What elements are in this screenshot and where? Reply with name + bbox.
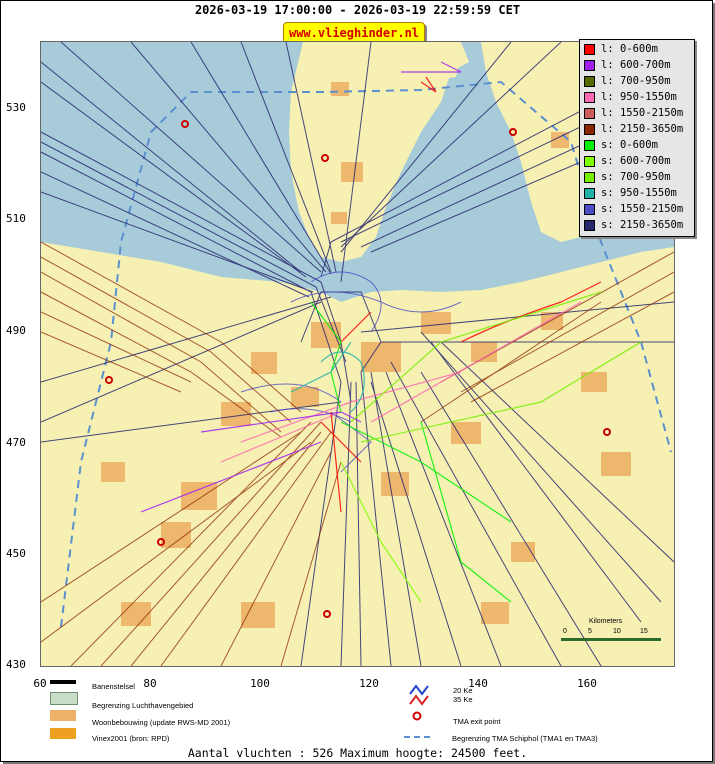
legend-item: s: 600-700m (584, 153, 692, 169)
legend-item: l: 700-950m (584, 73, 692, 89)
legend-swatch (584, 59, 595, 71)
y-tick-530: 530 (6, 101, 26, 114)
legend-item: l: 600-700m (584, 57, 692, 73)
tracks-high (41, 42, 674, 666)
x-tick-160: 160 (577, 677, 597, 690)
page-title: 2026-03-19 17:00:00 - 2026-03-19 22:59:5… (194, 3, 521, 17)
flights-summary: Aantal vluchten : 526 Maximum hoogte: 24… (187, 746, 528, 760)
scale-tick-15: 15 (640, 628, 648, 635)
vinex-swatch (50, 728, 76, 739)
legend-item: l: 2150-3650m (584, 121, 692, 137)
legend-item: l: 1550-2150m (584, 105, 692, 121)
legend-swatch (584, 123, 595, 135)
legend-swatch (584, 139, 595, 151)
scale-tick-0: 0 (563, 628, 567, 635)
land-north-holland-peninsula (289, 42, 469, 262)
tracks-green (290, 291, 642, 603)
legend-item: s: 2150-3650m (584, 217, 692, 233)
scale-label: Kilometers (589, 618, 623, 625)
noise-contour-icon (409, 684, 429, 706)
y-tick-490: 490 (6, 324, 26, 337)
brand-link[interactable]: www.vlieghinder.nl (283, 22, 425, 44)
y-tick-510: 510 (6, 212, 26, 225)
legend-swatch (584, 75, 595, 87)
airport-swatch (50, 692, 78, 705)
legend-swatch (584, 155, 595, 167)
legend-item: s: 0-600m (584, 137, 692, 153)
legend-swatch (584, 203, 595, 215)
map-canvas (41, 42, 674, 666)
scale-bar (561, 638, 661, 641)
legend-tma-exit: TMA exit point (453, 717, 501, 726)
flight-map[interactable]: Kilometers 0 5 10 15 (40, 41, 675, 667)
y-tick-470: 470 (6, 436, 26, 449)
legend-swatch (584, 219, 595, 231)
y-tick-430: 430 (6, 658, 26, 671)
legend-item: s: 1550-2150m (584, 201, 692, 217)
legend-item: s: 700-950m (584, 169, 692, 185)
urban-areas (101, 82, 631, 628)
scale-tick-5: 5 (588, 628, 592, 635)
legend-swatch (584, 107, 595, 119)
legend-item: l: 0-600m (584, 41, 692, 57)
legend-item: s: 950-1550m (584, 185, 692, 201)
scale-tick-10: 10 (613, 628, 621, 635)
tma-exit-points (105, 120, 611, 618)
legend-runways: Banenstelsel (92, 682, 135, 691)
tracks-low (140, 61, 602, 513)
tma-boundary-icon (404, 736, 434, 738)
x-tick-120: 120 (359, 677, 379, 690)
tma-boundary (60, 80, 672, 628)
altitude-legend: l: 0-600m l: 600-700m l: 700-950m l: 950… (579, 39, 695, 237)
legend-20ke: 20 Ke (453, 686, 473, 695)
water-ijsselmeer (371, 247, 581, 290)
legend-housing: Woonbebouwing (update RWS-MD 2001) (92, 718, 231, 727)
legend-item: l: 950-1550m (584, 89, 692, 105)
tracks-mid (240, 271, 462, 473)
legend-35ke: 35 Ke (453, 695, 473, 704)
legend-swatch (584, 43, 595, 55)
runway-swatch (50, 680, 76, 684)
housing-swatch (50, 710, 76, 721)
x-tick-60: 60 (33, 677, 47, 690)
legend-tma-boundary: Begrenzing TMA Schiphol (TMA1 en TMA3) (452, 734, 598, 743)
legend-airport: Begrenzing Luchthavengebied (92, 701, 194, 710)
legend-swatch (584, 91, 595, 103)
x-tick-80: 80 (143, 677, 157, 690)
x-tick-140: 140 (468, 677, 488, 690)
y-tick-450: 450 (6, 547, 26, 560)
legend-swatch (584, 187, 595, 199)
tma-exit-icon (412, 711, 422, 721)
legend-vinex: Vinex2001 (bron: RPD) (92, 734, 170, 743)
legend-swatch (584, 171, 595, 183)
land-island (399, 52, 461, 82)
x-tick-100: 100 (250, 677, 270, 690)
